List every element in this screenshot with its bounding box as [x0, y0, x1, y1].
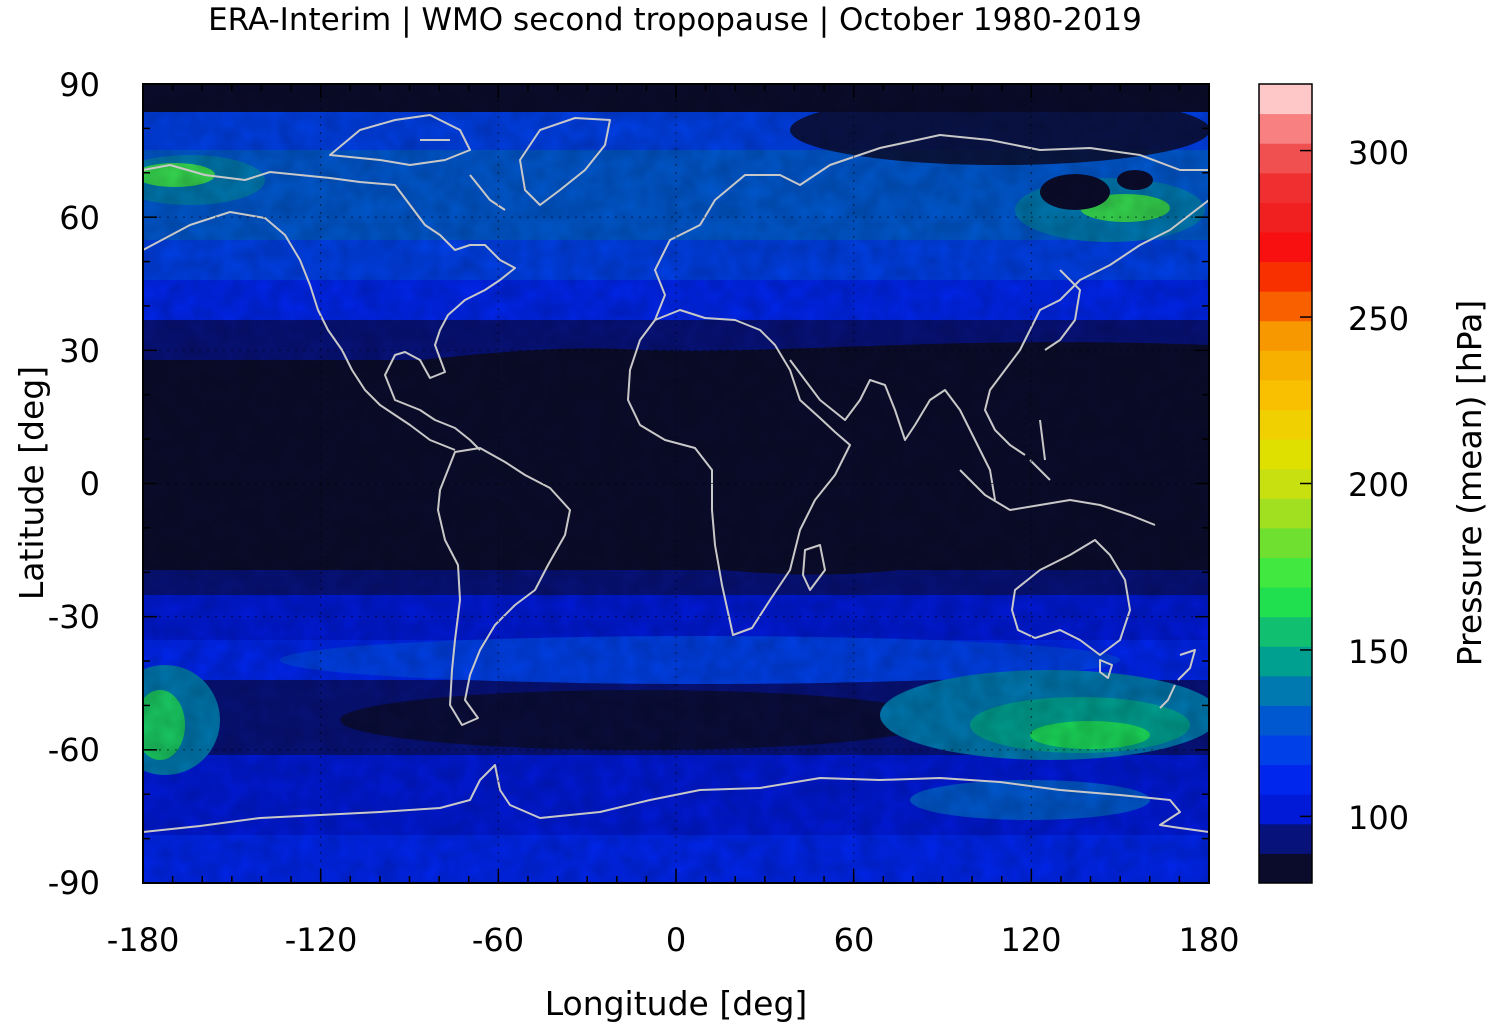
y-tick-label: 60	[59, 199, 100, 237]
colorbar-swatch	[1259, 113, 1312, 144]
colorbar-swatch	[1259, 143, 1312, 174]
y-tick-label: 0	[80, 465, 100, 503]
x-tick-label: 0	[666, 921, 686, 959]
map-plot-area	[142, 83, 1210, 884]
colorbar-swatch	[1259, 172, 1312, 203]
coast-madagascar	[802, 544, 826, 591]
coast-north-america	[143, 164, 516, 451]
plot-title: ERA-Interim | WMO second tropopause | Oc…	[208, 2, 1142, 38]
colorbar-ticks	[1300, 149, 1312, 818]
colorbar-swatch	[1259, 84, 1312, 115]
x-tick-label: -120	[285, 921, 358, 959]
axis-ticks	[142, 83, 1210, 884]
colorbar-swatch	[1259, 498, 1312, 529]
coast-arabia-india	[789, 359, 996, 501]
y-tick-label: 90	[59, 66, 100, 104]
colorbar-swatch	[1259, 320, 1312, 351]
colorbar-swatch	[1259, 439, 1312, 470]
y-axis-label: Latitude [deg]	[12, 366, 51, 600]
colorbar-swatch	[1259, 409, 1312, 440]
colorbar-tick-label: 150	[1348, 633, 1409, 671]
colorbar-swatch	[1259, 587, 1312, 618]
x-tick-label: 180	[1178, 921, 1239, 959]
colorbar-swatch	[1259, 350, 1312, 381]
coast-greenland	[519, 117, 611, 206]
colorbar-swatch	[1259, 823, 1312, 854]
colorbar-swatch	[1259, 735, 1312, 766]
colorbar-tick-label: 250	[1348, 300, 1409, 338]
coast-japan	[1044, 269, 1081, 351]
colorbar-swatch	[1259, 291, 1312, 322]
colorbar: 100 150 200 250 300 Pressure (mean) [hPa…	[1258, 83, 1489, 884]
colorbar-tick-label: 100	[1348, 799, 1409, 837]
coast-antarctica	[143, 764, 1209, 833]
colorbar-swatch	[1259, 261, 1312, 292]
coastlines	[143, 114, 1209, 833]
x-tick-label: -180	[107, 921, 180, 959]
colorbar-swatch	[1259, 853, 1312, 884]
coast-maritime-continent	[959, 419, 1156, 526]
colorbar-swatch	[1259, 764, 1312, 795]
colorbar-swatch	[1259, 379, 1312, 411]
y-tick-labels: 90 60 30 0 -30 -60 -90	[48, 66, 100, 902]
colorbar-swatch	[1259, 527, 1312, 558]
coast-europe-africa	[627, 134, 1209, 636]
colorbar-swatches	[1259, 84, 1312, 884]
coast-east-asia	[984, 199, 1209, 456]
y-tick-label: -60	[48, 731, 100, 769]
coast-australia	[1011, 539, 1131, 679]
x-axis-label: Longitude [deg]	[545, 984, 808, 1023]
colorbar-label: Pressure (mean) [hPa]	[1450, 300, 1489, 667]
colorbar-swatch	[1259, 231, 1312, 263]
colorbar-swatch	[1259, 557, 1312, 588]
colorbar-swatch	[1259, 705, 1312, 736]
y-tick-label: -90	[48, 864, 100, 902]
x-tick-label: 120	[1000, 921, 1061, 959]
y-tick-label: -30	[48, 598, 100, 636]
colorbar-swatch	[1259, 616, 1312, 647]
colorbar-swatch	[1259, 646, 1312, 677]
field-texture	[143, 84, 1209, 883]
colorbar-swatch	[1259, 675, 1312, 706]
colorbar-swatch	[1259, 202, 1312, 233]
colorbar-tick-label: 200	[1348, 466, 1409, 504]
x-tick-label: 60	[834, 921, 875, 959]
x-tick-label: -60	[472, 921, 524, 959]
colorbar-swatch	[1259, 794, 1312, 825]
coast-arctic-islands	[329, 114, 506, 211]
x-tick-labels: -180 -120 -60 0 60 120 180	[107, 921, 1240, 959]
coast-new-zealand	[1159, 649, 1196, 709]
y-tick-label: 30	[59, 332, 100, 370]
grid-lines	[143, 84, 1209, 883]
colorbar-tick-label: 300	[1348, 134, 1409, 172]
coast-south-america	[437, 447, 571, 726]
